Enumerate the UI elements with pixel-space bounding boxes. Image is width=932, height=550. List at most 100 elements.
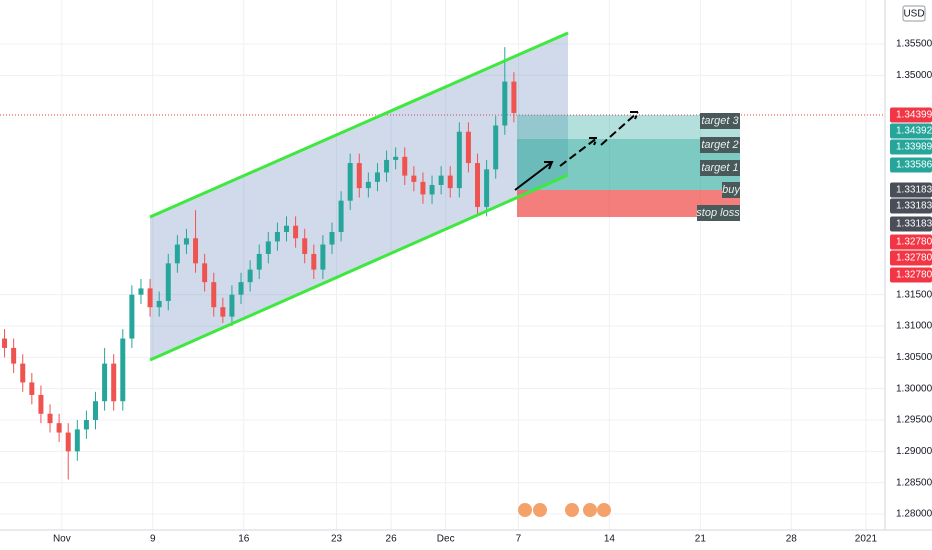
candle-body xyxy=(102,363,108,402)
zone-label: target 2 xyxy=(701,139,738,151)
y-tick-label: 1.31000 xyxy=(896,321,932,332)
candle-body xyxy=(511,81,517,113)
candle-body xyxy=(238,282,244,295)
candle-body xyxy=(475,163,481,207)
zone-label-box xyxy=(697,205,740,221)
event-icon xyxy=(565,503,579,517)
x-tick-label: 26 xyxy=(386,534,398,545)
candle-body xyxy=(493,125,499,170)
zone-label: target 3 xyxy=(701,115,739,127)
candle-body xyxy=(29,382,35,395)
candle-body xyxy=(438,175,444,186)
y-tick-label: 1.35500 xyxy=(896,39,932,50)
price-label-box xyxy=(890,182,932,198)
arrow xyxy=(514,161,554,191)
y-tick-label: 1.31500 xyxy=(896,289,932,300)
candle-body xyxy=(38,394,44,414)
candle-body xyxy=(256,253,262,270)
channel-lower xyxy=(149,173,569,362)
candle-body xyxy=(502,81,508,126)
candle-body xyxy=(456,131,462,189)
price-label: 1.32780 xyxy=(896,253,932,264)
candle-body xyxy=(193,238,199,264)
candle-body xyxy=(356,163,362,189)
candle-body xyxy=(293,225,299,239)
x-tick-label: 14 xyxy=(604,534,616,545)
price-label-box xyxy=(890,107,932,123)
candle-body xyxy=(311,253,317,270)
candles xyxy=(2,47,517,480)
candle-body xyxy=(211,282,217,308)
price-label: 1.33183 xyxy=(896,201,932,212)
candle-body xyxy=(247,269,253,283)
axes: 1.35500 1.35000 1.31500 1.31000 1.30500 1.300… xyxy=(53,39,932,545)
candle-body xyxy=(65,432,71,452)
candle-body xyxy=(138,288,144,295)
candle-body xyxy=(229,294,235,317)
y-tick-label: 1.30500 xyxy=(896,352,932,363)
event-icon xyxy=(533,503,547,517)
x-tick-label: 23 xyxy=(331,534,343,545)
y-tick-label: 1.35000 xyxy=(896,70,932,81)
price-label: 1.33183 xyxy=(896,185,932,196)
candle-body xyxy=(447,175,453,189)
candle-body xyxy=(147,288,153,308)
price-label: 1.33989 xyxy=(896,142,932,153)
zone-label-box xyxy=(700,160,740,176)
y-tick-label: 1.29000 xyxy=(896,446,932,457)
x-tick-label: 9 xyxy=(150,534,156,545)
grid xyxy=(0,0,885,530)
price-label: 1.34392 xyxy=(896,126,932,137)
price-label: 1.33183 xyxy=(896,219,932,230)
candle-body xyxy=(365,181,371,189)
candle-body xyxy=(129,294,135,339)
candle-body xyxy=(83,420,89,430)
y-tick-label: 1.28500 xyxy=(896,477,932,488)
candle-body xyxy=(183,238,189,245)
arrows xyxy=(514,111,640,191)
x-tick-label: Dec xyxy=(437,534,455,545)
x-tick-label: 21 xyxy=(695,534,707,545)
x-tick-label: 7 xyxy=(516,534,522,545)
zone-label: buy xyxy=(722,184,741,196)
event-icon xyxy=(518,503,532,517)
candle-body xyxy=(393,156,399,160)
candle-body xyxy=(111,363,117,402)
event-icon xyxy=(583,503,597,517)
x-tick-label: 28 xyxy=(786,534,798,545)
price-label-box xyxy=(890,198,932,214)
candle-body xyxy=(320,244,326,270)
candle-body xyxy=(120,338,126,402)
price-label-box xyxy=(890,267,932,283)
candle-body xyxy=(20,363,26,383)
candle-body xyxy=(165,263,171,301)
candle-body xyxy=(484,169,490,207)
zone-label-box xyxy=(722,182,740,198)
candle-body xyxy=(93,401,99,421)
candle-body xyxy=(465,131,471,164)
event-icon xyxy=(597,503,611,517)
candle-body xyxy=(274,232,280,242)
arrow xyxy=(559,137,599,167)
candle-body xyxy=(74,429,80,452)
event-icons xyxy=(518,503,611,517)
candle-body xyxy=(429,185,435,195)
price-label: 1.32780 xyxy=(896,270,932,281)
zone-label-box xyxy=(700,113,740,129)
arrow xyxy=(600,111,640,146)
price-label-box xyxy=(890,234,932,250)
candle-body xyxy=(156,300,162,308)
y-tick-label: 1.30000 xyxy=(896,383,932,394)
zone-label: target 1 xyxy=(701,162,738,174)
price-label-box xyxy=(890,123,932,139)
candle-body xyxy=(411,175,417,182)
x-tick-label: 2021 xyxy=(855,534,878,545)
candle-body xyxy=(174,244,180,264)
candle-body xyxy=(56,423,62,433)
candle-body xyxy=(374,172,380,182)
candle-body xyxy=(402,156,408,176)
zone-label-box xyxy=(700,137,740,153)
candle-body xyxy=(265,241,271,254)
channel-upper xyxy=(149,31,569,219)
